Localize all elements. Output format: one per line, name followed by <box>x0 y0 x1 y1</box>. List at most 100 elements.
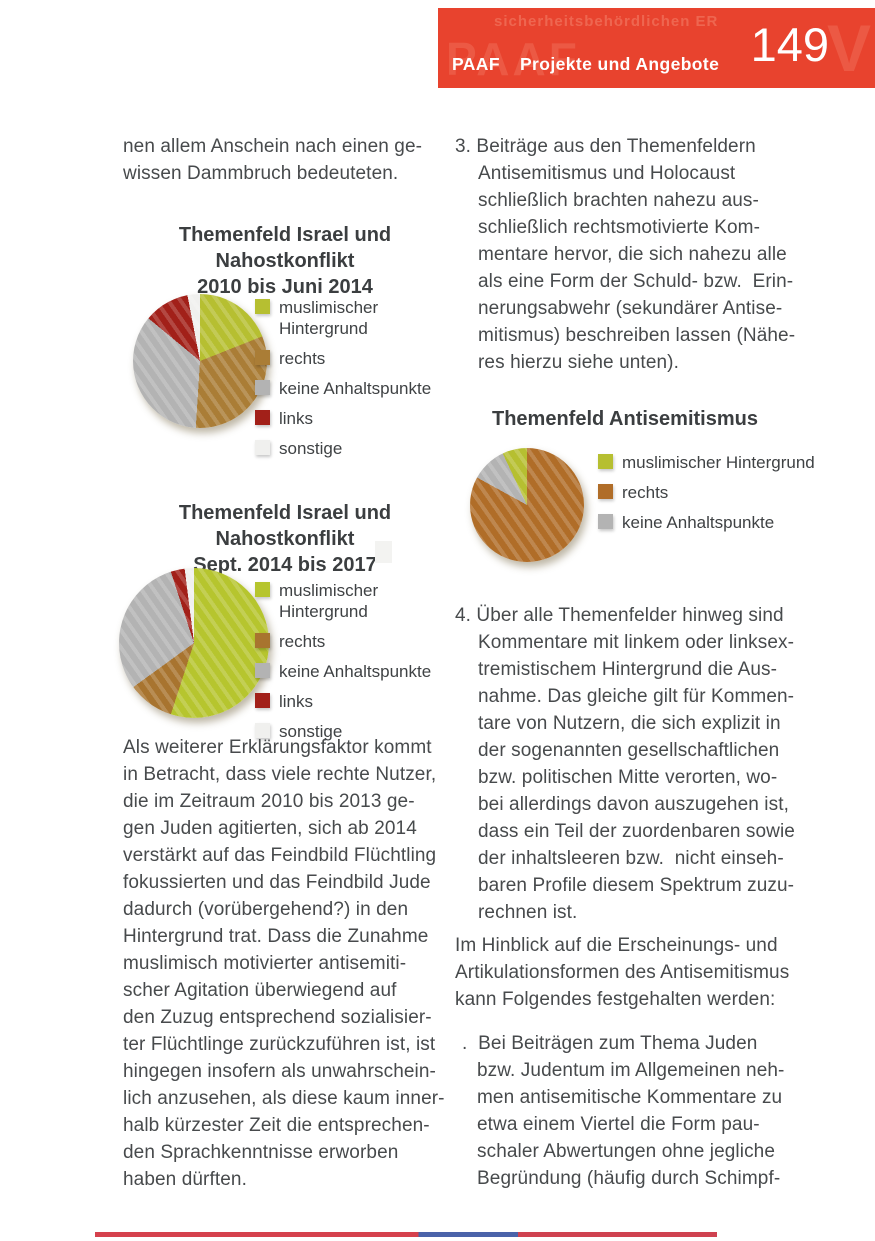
legend-swatch <box>255 380 270 395</box>
legend-swatch <box>598 484 613 499</box>
watermark-text: sicherheitsbehördlichen ER <box>494 13 719 30</box>
chart3-legend: muslimischer Hintergrund rechts keine Anha… <box>598 452 816 542</box>
pie-israel-2010-2014 <box>133 294 267 428</box>
text-line: Sept. 2014 bis 2017 <box>193 554 377 576</box>
text-line: die im Zeitraum 2010 bis 2013 ge- <box>123 791 415 812</box>
legend-swatch <box>255 723 270 738</box>
text-line: hingegen insofern als unwahrschein- <box>123 1061 436 1082</box>
text-line: mentare hervor, die sich nahezu alle <box>478 244 787 265</box>
page-header: sicherheitsbehördlichen ER PAAF V PAAF Pr… <box>438 8 875 88</box>
bullet-item: . Bei Beiträgen zum Thema Juden bzw. Jude… <box>462 1030 814 1192</box>
text-line: haben dürften. <box>123 1169 247 1190</box>
legend-swatch <box>255 410 270 425</box>
legend-item: keine Anhaltspunkte <box>255 378 440 399</box>
text-line: gen Juden agitierten, sich ab 2014 <box>123 818 417 839</box>
watermark-brand: PAAF <box>446 33 580 85</box>
text-line: der sogenannten gesellschaftlichen <box>478 740 780 761</box>
legend-item: rechts <box>255 348 440 369</box>
text-line: Hintergrund trat. Dass die Zunahme <box>123 926 429 947</box>
text-line: dadurch (vorübergehend?) in den <box>123 899 409 920</box>
text-line: bzw. politischen Mitte verorten, wo- <box>478 767 778 788</box>
highlight-box <box>375 541 392 563</box>
legend-swatch <box>598 454 613 469</box>
legend-label: rechts <box>622 483 669 502</box>
chart2-title: Themenfeld Israel und Nahostkonflikt Sept.… <box>130 500 440 578</box>
text-line: baren Profile diesem Spektrum zuzu- <box>478 875 795 896</box>
legend-label: links <box>279 409 314 428</box>
left-paragraph: Als weiterer Erklärungsfaktor kommt in Be… <box>123 734 457 1193</box>
text-line: nen allem Anschein nach einen ge- <box>123 136 423 157</box>
text-line: Nahostkonflikt <box>215 250 355 272</box>
text-line: Im Hinblick auf die Erscheinungs- und <box>455 935 778 956</box>
legend-item: rechts <box>598 482 816 503</box>
legend-swatch <box>255 299 270 314</box>
header-brand: PAAF <box>452 54 500 74</box>
legend-label: keine Anhaltspunkte <box>279 662 432 681</box>
legend-item: rechts <box>255 631 440 652</box>
text-line: Themenfeld Israel und <box>178 502 392 524</box>
legend-swatch <box>255 663 270 678</box>
text-line: tare von Nutzern, die sich explizit in <box>478 713 781 734</box>
text-line: der inhaltsleeren bzw. nicht einseh- <box>478 848 784 869</box>
legend-swatch <box>255 633 270 648</box>
text-line: . Bei Beiträgen zum Thema Juden <box>462 1033 758 1054</box>
legend-swatch <box>255 693 270 708</box>
chart3-title: Themenfeld Antisemitismus <box>465 406 785 432</box>
text-line: halb kürzester Zeit die entsprechen- <box>123 1115 430 1136</box>
text-line: Begründung (häufig durch Schimpf- <box>477 1168 781 1189</box>
legend-label: links <box>279 692 314 711</box>
text-line: fokussierten und das Feindbild Jude <box>123 872 431 893</box>
text-line: Nahostkonflikt <box>215 528 355 550</box>
text-line: mitismus) beschreiben lassen (Nähe- <box>478 325 796 346</box>
text-line: bei allerdings davon auszugehen ist, <box>478 794 789 815</box>
text-line: schließlich rechtsmotivierte Kom- <box>478 217 761 238</box>
text-line: wissen Dammbruch bedeuteten. <box>123 163 399 184</box>
text-line: in Betracht, dass viele rechte Nutzer, <box>123 764 437 785</box>
legend-item: links <box>255 408 440 429</box>
text-line: scher Agitation überwiegend auf <box>123 980 397 1001</box>
footer-rule <box>95 1232 717 1237</box>
legend-label: keine Anhaltspunkte <box>279 379 432 398</box>
legend-label: muslimischer Hintergrund <box>279 581 379 621</box>
page-number: 149 <box>750 18 829 71</box>
chart2-legend: muslimischer Hintergrund rechts keine Anha… <box>255 580 440 751</box>
text-line: rechnen ist. <box>478 902 578 923</box>
header-section: Projekte und Angebote <box>519 54 720 74</box>
text-line: ter Flüchtlinge zurückzuführen ist, ist <box>123 1034 436 1055</box>
legend-swatch <box>255 440 270 455</box>
text-line: 4. Über alle Themenfelder hinweg sind <box>455 605 784 626</box>
legend-label: sonstige <box>279 722 343 741</box>
legend-item: keine Anhaltspunkte <box>255 661 440 682</box>
text-line: Themenfeld Israel und <box>178 224 392 246</box>
text-line: nahme. Das gleiche gilt für Kommen- <box>478 686 795 707</box>
legend-swatch <box>255 582 270 597</box>
pie-antisemitismus <box>470 448 584 562</box>
legend-label: muslimischer Hintergrund <box>279 298 379 338</box>
numbered-item-3: 3. Beiträge aus den Themenfeldern Antisem… <box>455 133 807 376</box>
text-line: als eine Form der Schuld- bzw. Erin- <box>478 271 794 292</box>
text-line: dass ein Teil der zuordenbaren sowie <box>478 821 795 842</box>
legend-item: keine Anhaltspunkte <box>598 512 816 533</box>
right-paragraph: Im Hinblick auf die Erscheinungs- und Art… <box>455 932 817 1013</box>
text-line: lich anzusehen, als diese kaum inner- <box>123 1088 445 1109</box>
text-line: etwa einem Viertel die Form pau- <box>477 1114 760 1135</box>
legend-item: muslimischer Hintergrund <box>255 580 440 622</box>
text-line: den Sprachkenntnisse erworben <box>123 1142 399 1163</box>
legend-item: muslimischer Hintergrund <box>598 452 816 473</box>
legend-label: rechts <box>279 632 326 651</box>
text-line: bzw. Judentum im Allgemeinen neh- <box>477 1060 785 1081</box>
legend-label: muslimischer Hintergrund <box>622 453 815 472</box>
text-line: res hierzu siehe unten). <box>478 352 679 373</box>
text-line: Kommentare mit linkem oder linksex- <box>478 632 795 653</box>
numbered-item-4: 4. Über alle Themenfelder hinweg sind Kom… <box>455 602 807 926</box>
text-line: den Zuzug entsprechend sozialisier- <box>123 1007 432 1028</box>
legend-item: sonstige <box>255 721 440 742</box>
text-line: schließlich brachten nahezu aus- <box>478 190 759 211</box>
text-line: nerungsabwehr (sekundärer Antise- <box>478 298 783 319</box>
text-line: Themenfeld Antisemitismus <box>492 408 758 430</box>
legend-label: keine Anhaltspunkte <box>622 513 775 532</box>
chart1-legend: muslimischer Hintergrund rechts keine Anha… <box>255 297 440 468</box>
legend-item: muslimischer Hintergrund <box>255 297 440 339</box>
intro-paragraph: nen allem Anschein nach einen ge-wissen … <box>123 133 457 187</box>
